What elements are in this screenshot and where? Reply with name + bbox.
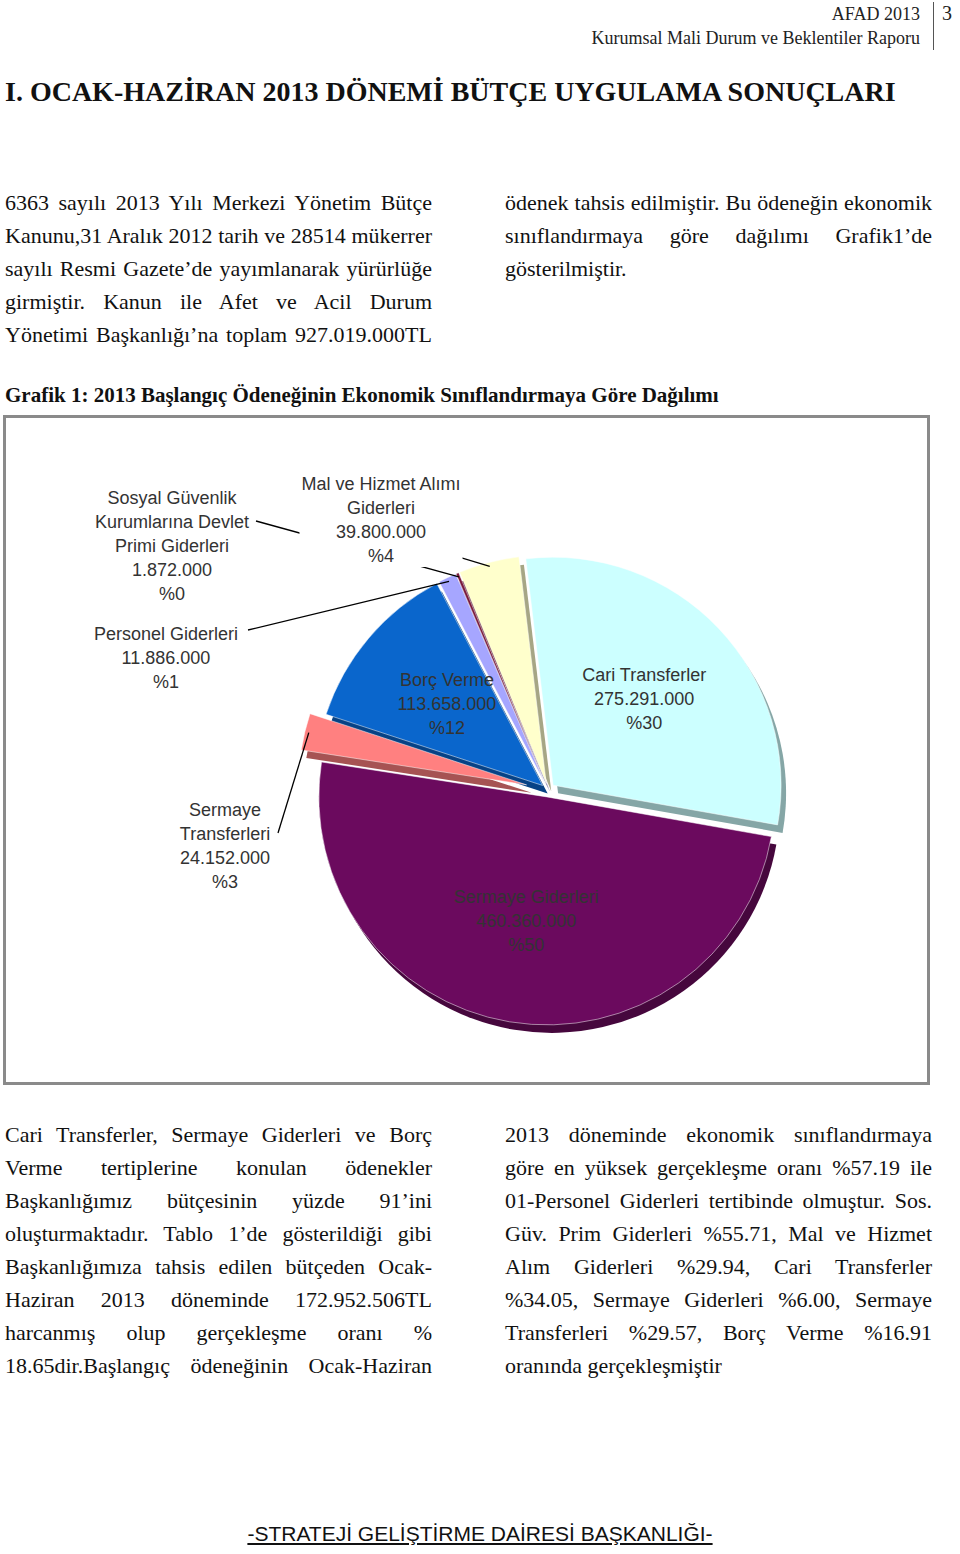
html-text:Cari Transferler, Sermaye Gide: Cari Transferler, Sermaye Giderleri ve B… [5, 1122, 932, 1378]
svg-text:Mal ve Hizmet AlımıGiderleri39: Mal ve Hizmet AlımıGiderleri39.800.000%4 [301, 474, 460, 566]
html-text:Kurumsal Mali Durum ve Beklent: Kurumsal Mali Durum ve Beklentiler Rapor… [591, 28, 920, 48]
html-text:-STRATEJİ GELİŞTİRME DAİRESİ B: -STRATEJİ GELİŞTİRME DAİRESİ BAŞKANLIĞI- [247, 1522, 713, 1545]
svg-text:Borç Verme113.658.000%12: Borç Verme113.658.000%12 [398, 670, 497, 738]
html-text:AFAD 2013: AFAD 2013 [831, 4, 920, 24]
html-text:I. OCAK-HAZİRAN 2013 DÖNEMİ BÜ: I. OCAK-HAZİRAN 2013 DÖNEMİ BÜTÇE UYGULA… [5, 76, 896, 107]
svg-text:Sermaye Giderleri460.360.000%5: Sermaye Giderleri460.360.000%50 [454, 887, 599, 955]
svg-text:Sosyal GüvenlikKurumlarına Dev: Sosyal GüvenlikKurumlarına DevletPrimi G… [95, 488, 249, 604]
svg-text:SermayeTransferleri24.152.000%: SermayeTransferleri24.152.000%3 [180, 800, 270, 892]
svg-text:Cari Transferler275.291.000%30: Cari Transferler275.291.000%30 [582, 665, 706, 733]
html-text:Grafik 1: 2013 Başlangıç Ödene: Grafik 1: 2013 Başlangıç Ödeneğinin Ekon… [5, 383, 719, 407]
html-text:6363 sayılı 2013 Yılı Merkezi: 6363 sayılı 2013 Yılı Merkezi Yönetim Bü… [5, 190, 932, 347]
html-text:3: 3 [942, 2, 952, 24]
svg-text:Personel Giderleri11.886.000%1: Personel Giderleri11.886.000%1 [94, 624, 238, 692]
